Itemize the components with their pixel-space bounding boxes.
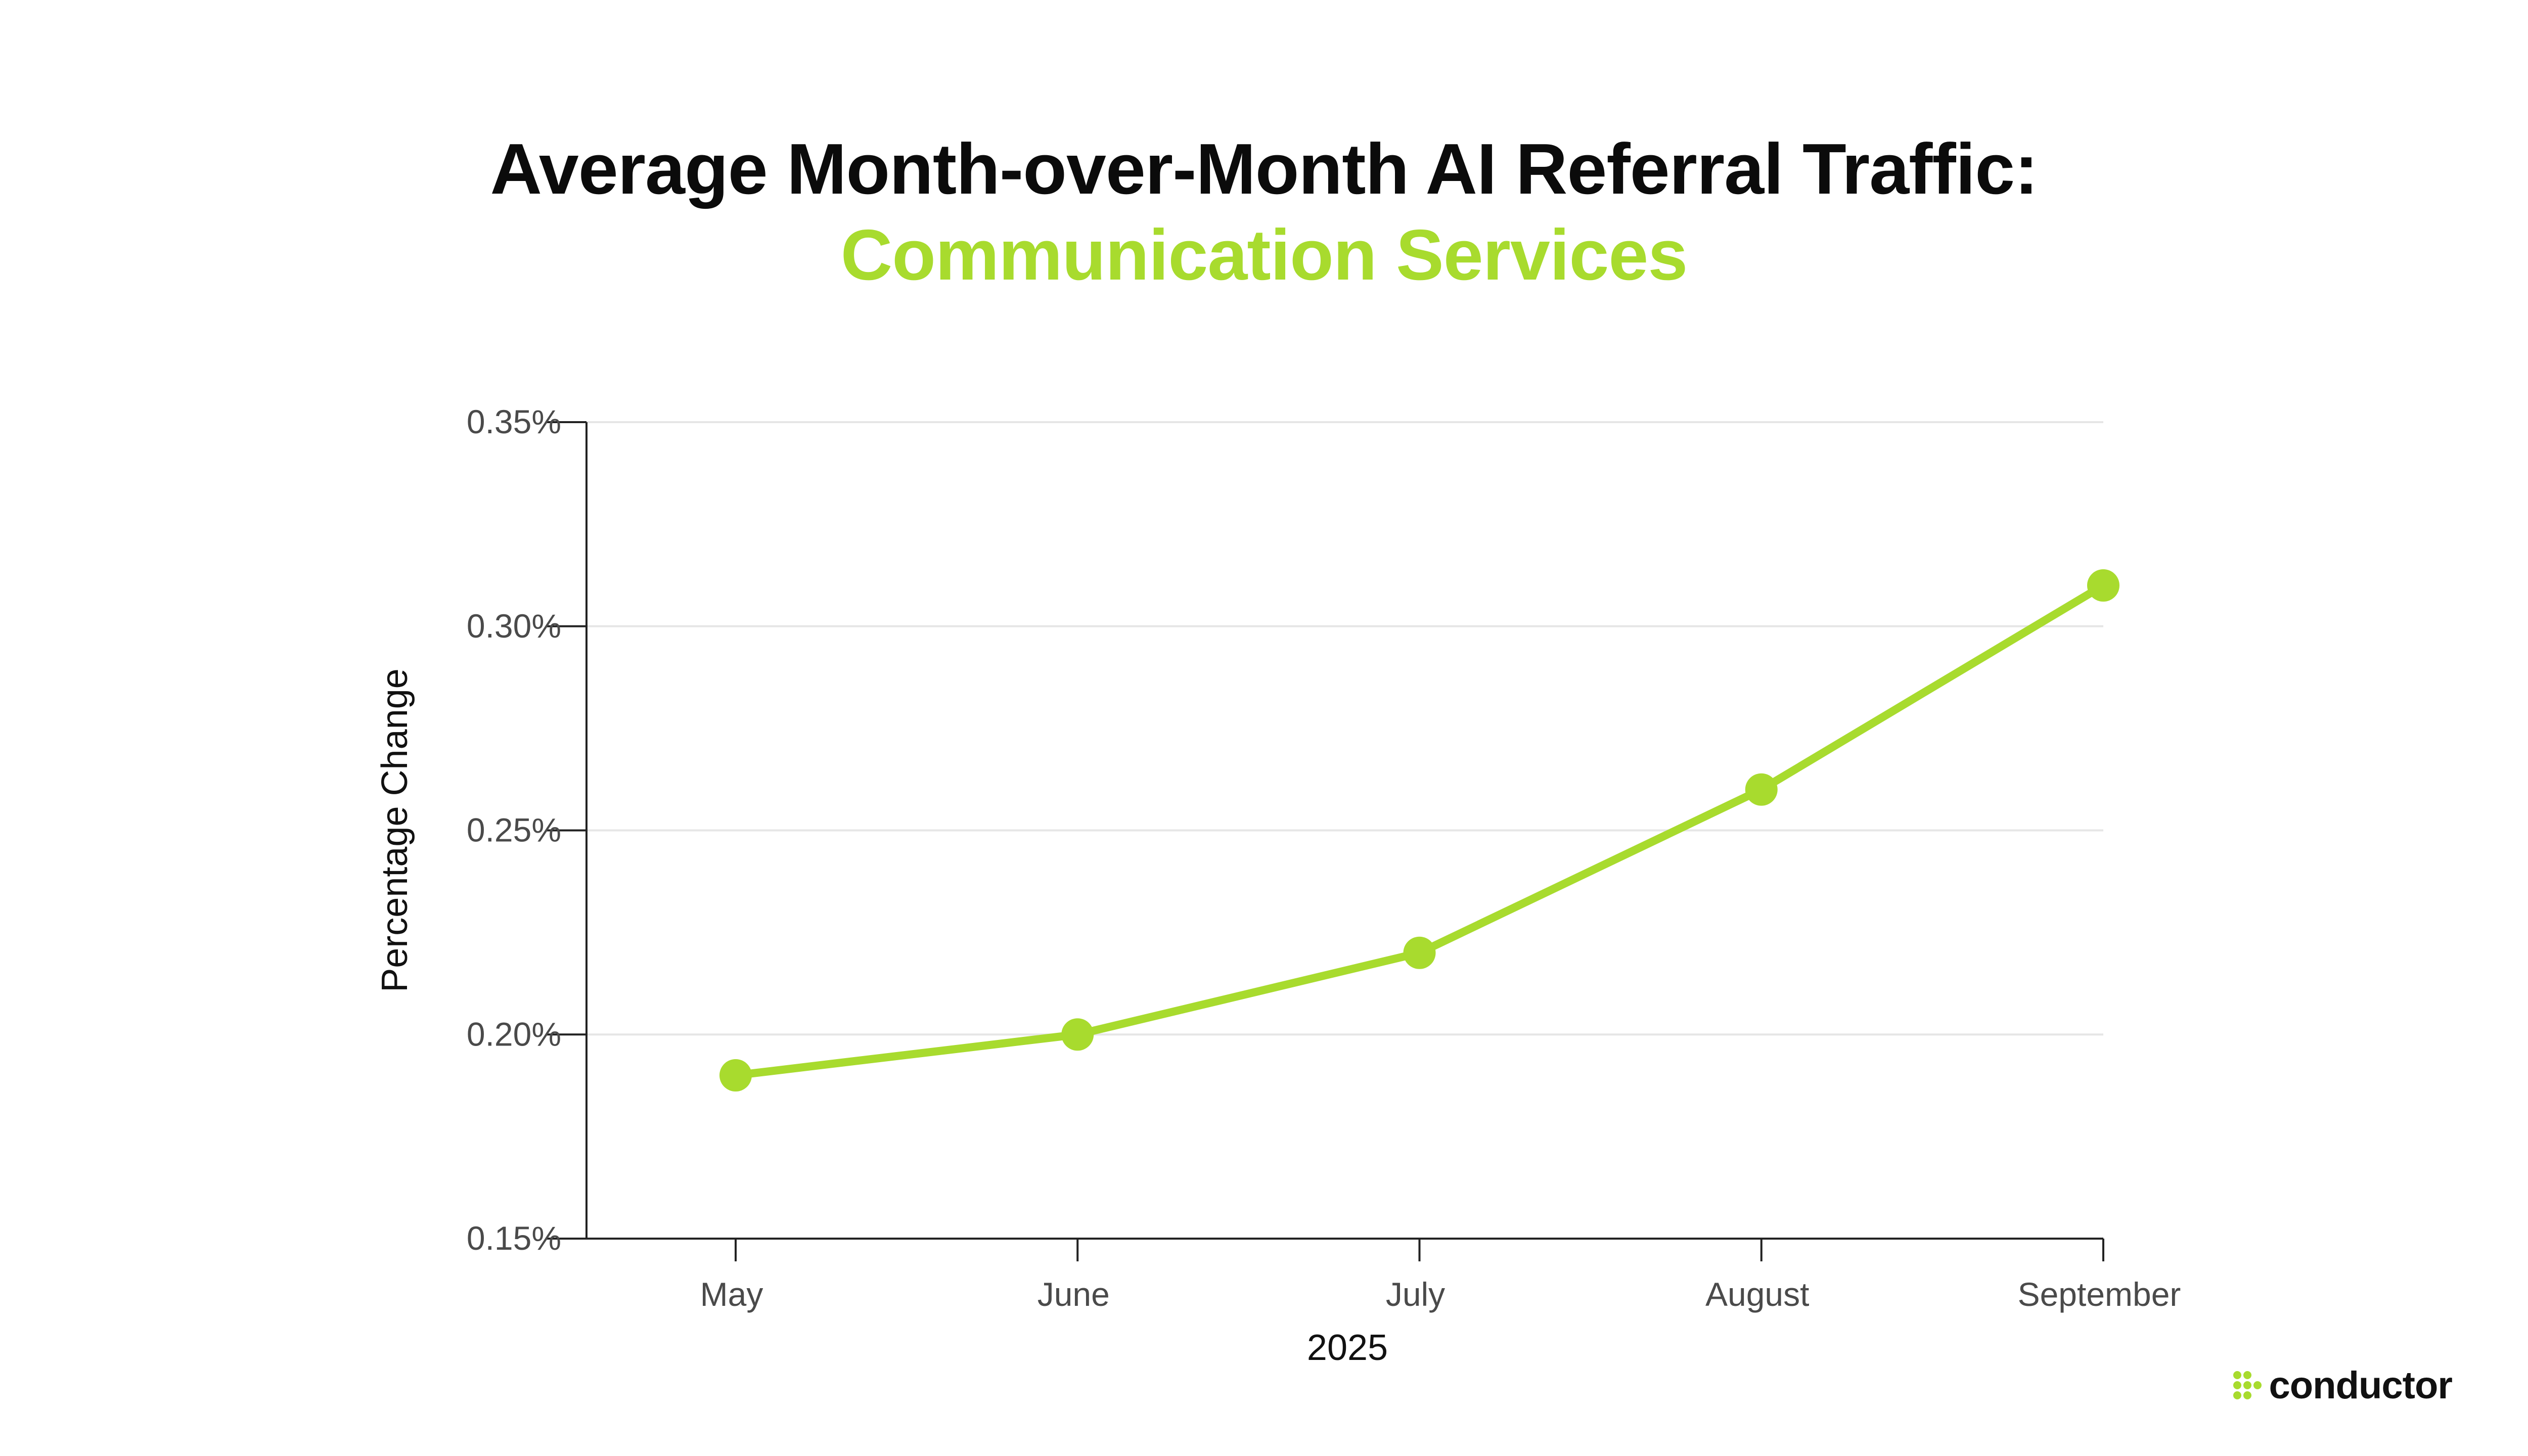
y-tick-label: 0.20% [467, 1015, 561, 1053]
grid-lines [586, 421, 2103, 1036]
data-point [1403, 936, 1436, 969]
x-axis-title: 2025 [1307, 1328, 1388, 1368]
data-series [719, 569, 2119, 1091]
axes [546, 421, 2104, 1261]
data-point [1061, 1018, 1094, 1051]
chart-subtitle: Communication Services [840, 215, 1688, 295]
conductor-dots-icon [2233, 1371, 2262, 1399]
y-tick-label: 0.15% [467, 1219, 561, 1257]
y-tick-labels: 0.15% 0.20% 0.25% 0.30% 0.35% [467, 403, 561, 1257]
x-tick-label: August [1705, 1276, 1809, 1313]
brand-name: conductor [2269, 1363, 2453, 1407]
x-tick-label: May [700, 1276, 763, 1313]
y-axis-title: Percentage Change [375, 668, 415, 992]
chart-title: Average Month-over-Month AI Referral Tra… [490, 129, 2039, 209]
x-tick-labels: May June July August September [700, 1276, 2181, 1313]
x-tick-label: September [2018, 1276, 2181, 1313]
chart-title-block: Average Month-over-Month AI Referral Tra… [0, 126, 2528, 298]
data-point [719, 1059, 752, 1091]
brand-logo: conductor [2233, 1363, 2453, 1407]
y-tick-label: 0.35% [467, 403, 561, 440]
y-tick-label: 0.30% [467, 607, 561, 645]
x-tick-label: July [1386, 1276, 1445, 1313]
x-tick-label: June [1037, 1276, 1110, 1313]
data-point [2087, 569, 2119, 602]
y-tick-label: 0.25% [467, 811, 561, 849]
data-point [1745, 773, 1778, 806]
